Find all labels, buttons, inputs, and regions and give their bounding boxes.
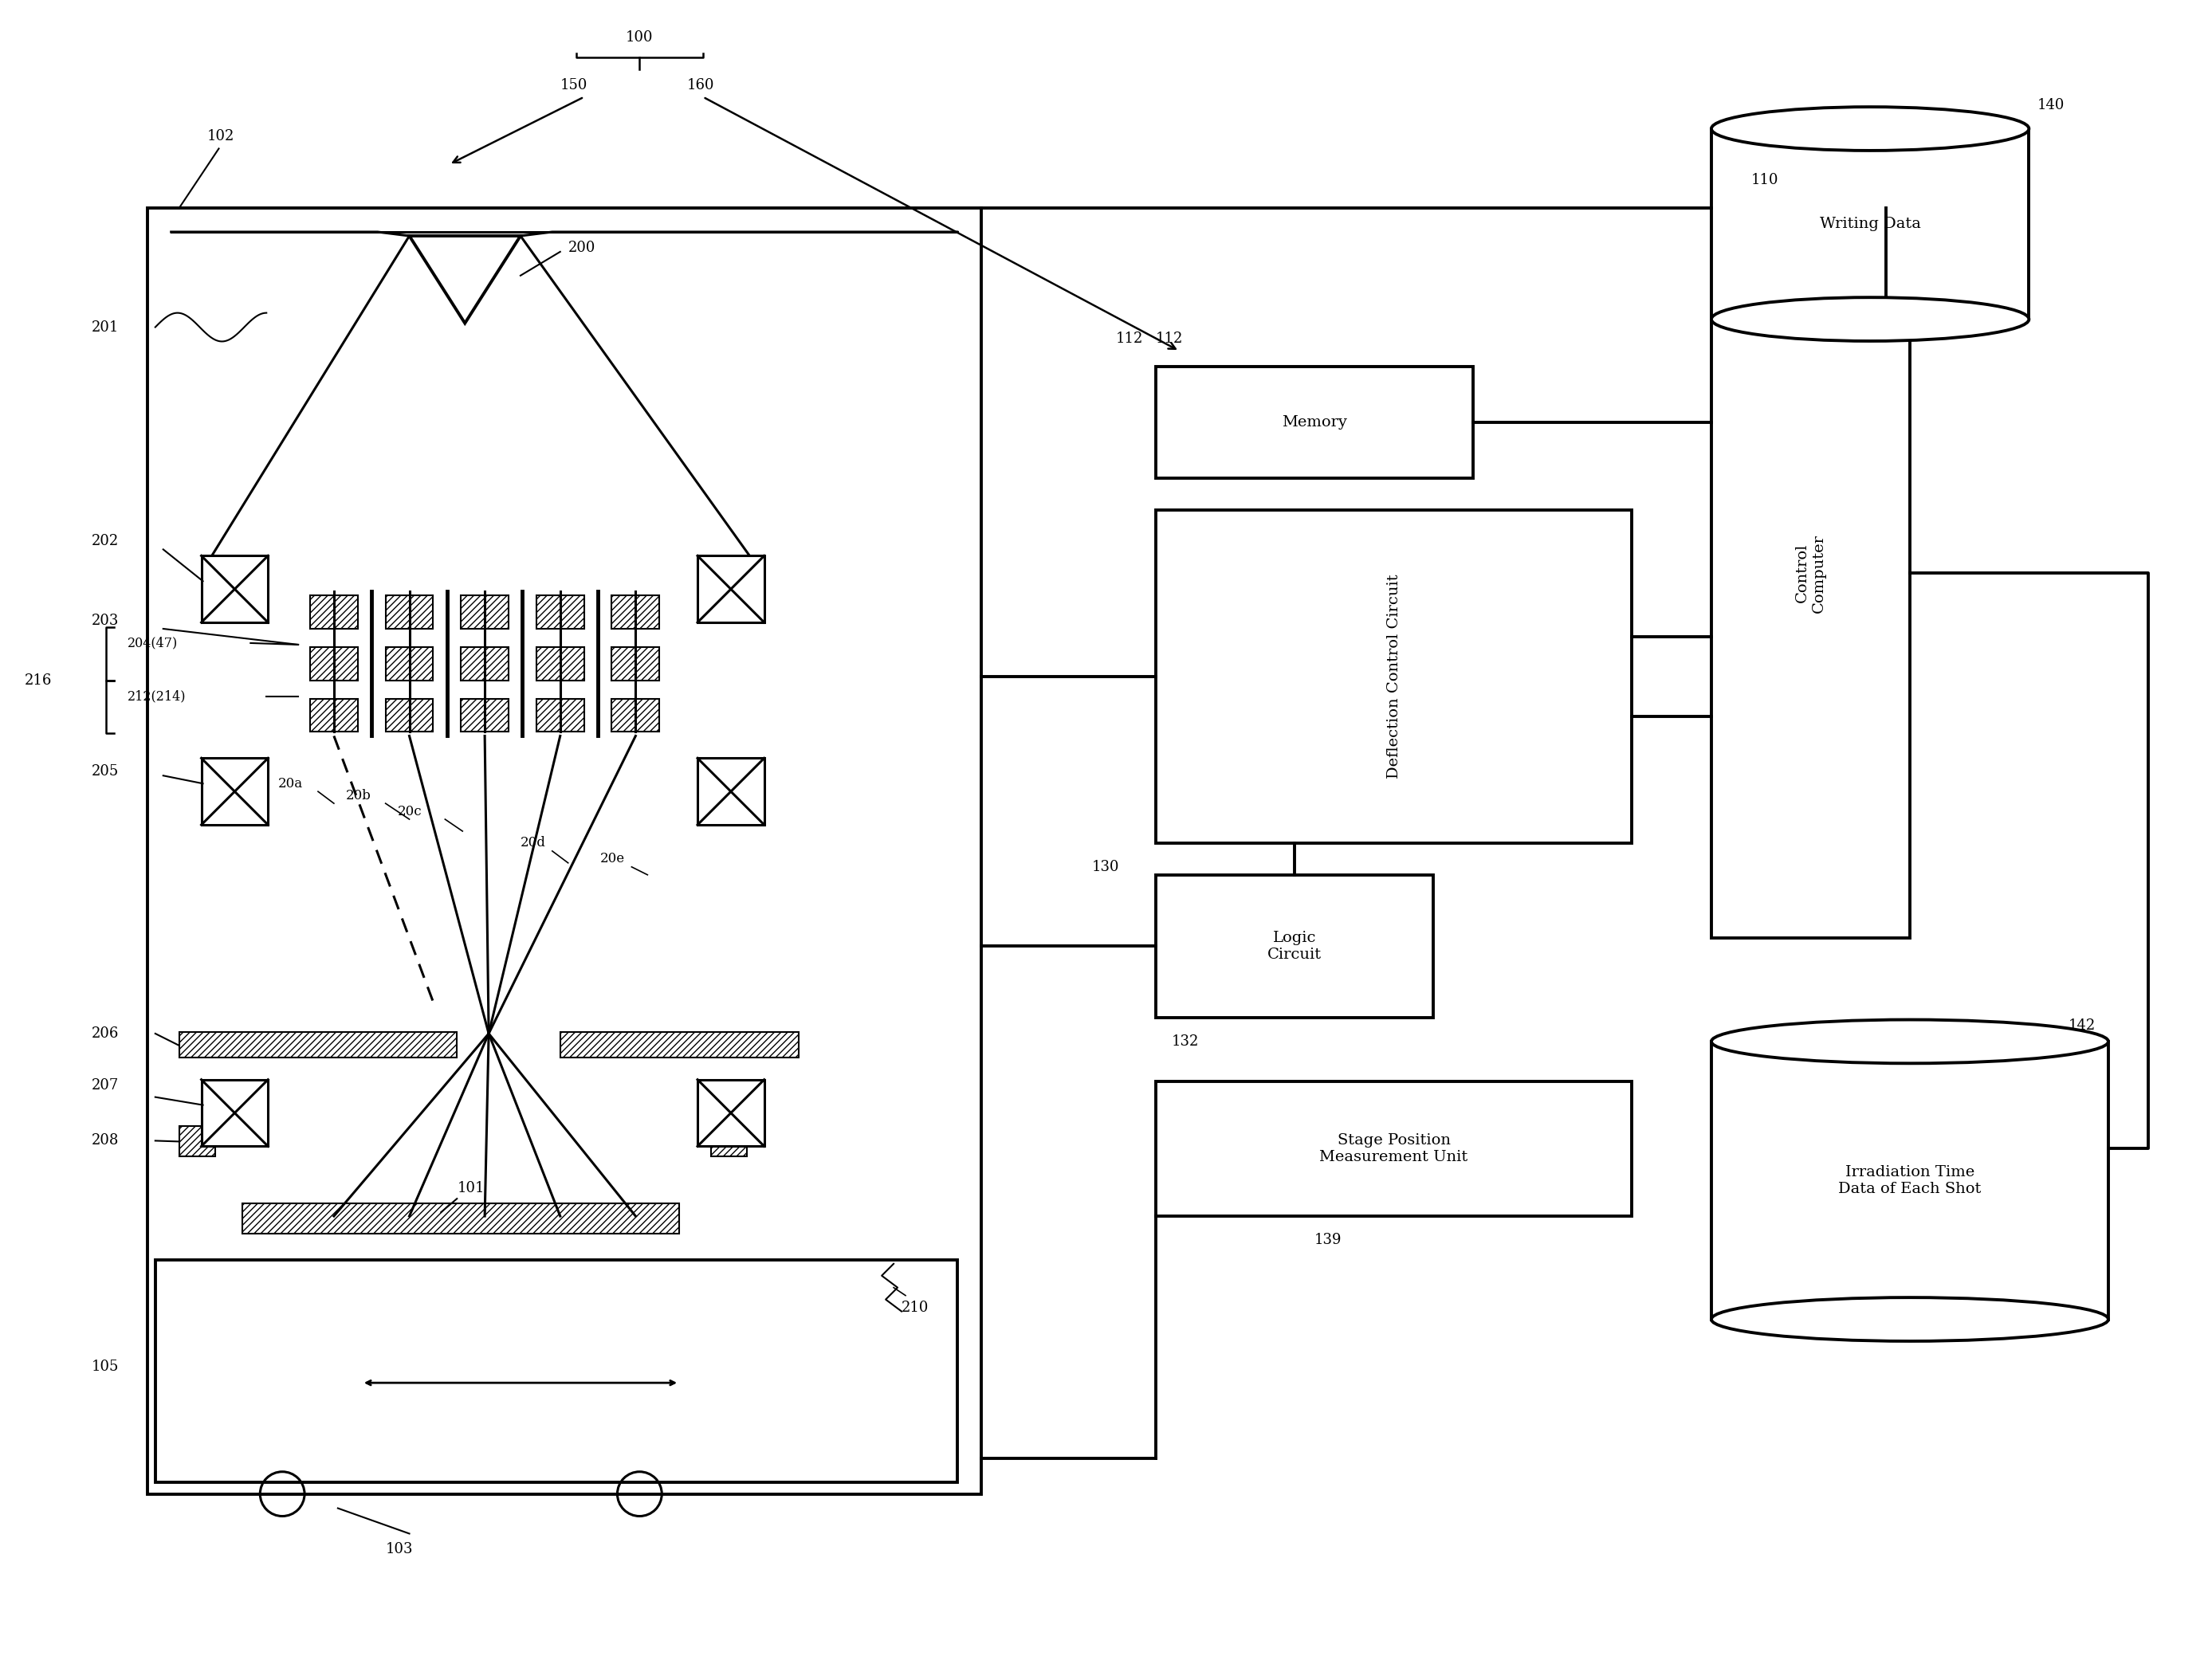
Text: 140: 140	[2037, 98, 2064, 113]
Text: 201: 201	[91, 320, 119, 335]
Bar	[613, 596, 659, 629]
Bar	[697, 1080, 763, 1146]
Bar	[613, 647, 659, 681]
Text: 206: 206	[91, 1027, 119, 1040]
Text: 20c: 20c	[398, 805, 422, 818]
Bar	[310, 647, 358, 681]
Text: 112: 112	[1155, 331, 1183, 346]
Bar	[310, 596, 358, 629]
Bar	[155, 1260, 958, 1482]
Bar	[179, 1032, 458, 1058]
Bar	[460, 699, 509, 732]
Text: 110: 110	[1752, 174, 1778, 187]
Text: 204(47): 204(47)	[128, 636, 177, 649]
Bar	[385, 699, 434, 732]
Text: 100: 100	[626, 30, 653, 45]
Text: 150: 150	[560, 78, 588, 93]
Text: 200: 200	[568, 240, 595, 255]
Bar	[560, 1032, 799, 1058]
Bar	[535, 699, 584, 732]
Text: 205: 205	[91, 765, 119, 778]
Ellipse shape	[1712, 298, 2028, 341]
Bar	[1712, 129, 2028, 320]
Bar	[460, 596, 509, 629]
Text: 202: 202	[91, 535, 119, 548]
Bar	[697, 556, 763, 623]
Bar	[385, 596, 434, 629]
Text: 207: 207	[91, 1078, 119, 1093]
Ellipse shape	[1712, 1020, 2108, 1063]
Text: 112: 112	[1115, 331, 1144, 346]
Text: Irradiation Time
Data of Each Shot: Irradiation Time Data of Each Shot	[1838, 1164, 1982, 1196]
Bar	[613, 699, 659, 732]
Ellipse shape	[1712, 108, 2028, 151]
Bar	[535, 647, 584, 681]
Bar	[1712, 209, 1909, 939]
Text: 130: 130	[1093, 859, 1119, 874]
Bar	[385, 647, 434, 681]
Text: 20d: 20d	[520, 836, 546, 850]
Bar	[460, 647, 509, 681]
Text: Deflection Control Circuit: Deflection Control Circuit	[1387, 575, 1400, 778]
Bar	[201, 758, 268, 825]
Bar	[1155, 1081, 1632, 1216]
Bar	[148, 209, 980, 1494]
Bar	[1155, 368, 1473, 479]
Text: 212(214): 212(214)	[128, 689, 186, 704]
Bar	[1155, 874, 1433, 1018]
Bar	[535, 596, 584, 629]
Text: 105: 105	[91, 1360, 119, 1374]
Text: Writing Data: Writing Data	[1820, 217, 1920, 232]
Text: 20b: 20b	[345, 788, 372, 802]
Text: 132: 132	[1172, 1035, 1199, 1048]
Text: 160: 160	[688, 78, 714, 93]
Bar	[201, 556, 268, 623]
Bar	[179, 1126, 215, 1156]
Bar	[697, 758, 763, 825]
Text: 216: 216	[24, 674, 51, 687]
Ellipse shape	[1712, 1298, 2108, 1341]
Text: Memory: Memory	[1281, 416, 1347, 429]
Text: Logic
Circuit: Logic Circuit	[1267, 931, 1323, 962]
Text: 139: 139	[1314, 1232, 1343, 1247]
Bar	[310, 699, 358, 732]
Text: 20a: 20a	[279, 777, 303, 790]
Text: 102: 102	[208, 129, 234, 144]
Bar	[243, 1204, 679, 1234]
Text: 101: 101	[458, 1181, 484, 1196]
Text: Control
Computer: Control Computer	[1796, 533, 1827, 613]
Bar	[1712, 1042, 2108, 1320]
Text: Stage Position
Measurement Unit: Stage Position Measurement Unit	[1321, 1133, 1469, 1164]
Text: 210: 210	[902, 1300, 929, 1315]
Bar	[710, 1126, 748, 1156]
Text: 103: 103	[385, 1542, 414, 1557]
Text: 20e: 20e	[599, 853, 624, 866]
Bar	[1155, 510, 1632, 843]
Text: 142: 142	[2068, 1018, 2097, 1033]
Text: 208: 208	[91, 1134, 119, 1148]
Text: 203: 203	[91, 614, 119, 628]
Bar	[201, 1080, 268, 1146]
